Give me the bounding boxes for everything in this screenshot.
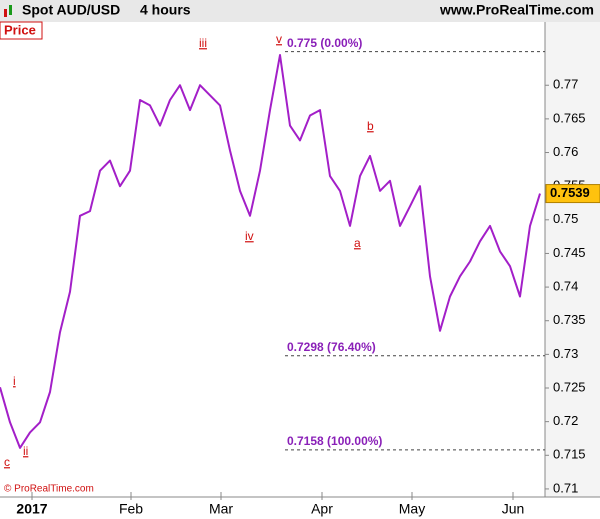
wave-label: iii (199, 36, 207, 50)
chart-title: Spot AUD/USD (22, 2, 120, 18)
x-tick-label: Feb (119, 501, 143, 517)
y-tick-label: 0.73 (553, 346, 578, 361)
y-tick-label: 0.765 (553, 110, 586, 125)
panel-label-box (0, 21, 43, 40)
y-tick-label: 0.715 (553, 447, 586, 462)
wave-label: i (13, 374, 16, 388)
y-tick-label: 0.725 (553, 379, 586, 394)
fib-label: 0.7158 (100.00%) (287, 434, 382, 448)
y-tick-label: 0.745 (553, 245, 586, 260)
price-line (0, 54, 541, 449)
y-tick-label: 0.72 (553, 413, 578, 428)
source: www.ProRealTime.com (439, 2, 594, 18)
candle-icon (4, 5, 12, 17)
fib-label: 0.775 (0.00%) (287, 36, 362, 50)
y-tick-label: 0.71 (553, 480, 578, 495)
y-tick-label: 0.735 (553, 312, 586, 327)
copyright: © ProRealTime.com (4, 484, 94, 495)
x-tick-label: Apr (311, 501, 333, 517)
wave-label: a (354, 236, 361, 250)
chart-subtitle: 4 hours (140, 2, 191, 18)
x-tick-label: May (399, 501, 425, 517)
y-tick-label: 0.75 (553, 211, 578, 226)
wave-label: b (367, 119, 374, 133)
y-tick-label: 0.74 (553, 279, 578, 294)
x-tick-label: Jun (502, 501, 525, 517)
wave-label: ii (23, 444, 28, 458)
last-price-label: 0.7539 (550, 185, 590, 200)
x-tick-label: Mar (209, 501, 233, 517)
last-price-box (545, 184, 600, 204)
y-axis-panel (545, 22, 600, 497)
y-tick-label: 0.76 (553, 144, 578, 159)
wave-label: iv (245, 229, 254, 243)
y-tick-label: 0.77 (553, 77, 578, 92)
panel-label: Price (4, 22, 36, 37)
header-bar (0, 0, 600, 22)
wave-label: c (4, 455, 10, 469)
fib-label: 0.7298 (76.40%) (287, 340, 376, 354)
x-tick-label: 2017 (16, 501, 47, 517)
wave-label: v (276, 32, 282, 46)
